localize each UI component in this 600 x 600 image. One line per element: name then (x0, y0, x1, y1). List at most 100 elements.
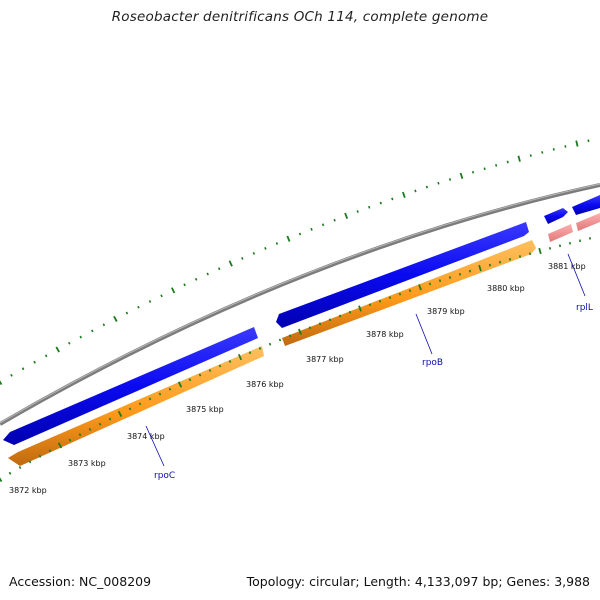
outer-tick (125, 311, 129, 315)
inner-tick (508, 257, 512, 261)
inner-tick (38, 454, 42, 458)
inner-tick (138, 402, 142, 406)
gene-rplL-reverse[interactable] (548, 224, 573, 242)
inner-tick (68, 438, 72, 442)
gene-rpoC-reverse[interactable] (8, 346, 264, 466)
outer-tick (194, 277, 198, 281)
outer-tick (67, 341, 71, 345)
outer-tick (137, 305, 140, 309)
inner-tick (368, 303, 372, 307)
inner-tick (258, 346, 262, 350)
gene-rpoB-reverse[interactable] (282, 240, 536, 346)
outer-tick (310, 227, 313, 231)
outer-tick (368, 205, 371, 209)
inner-tick (298, 328, 302, 335)
gene-label-rpoB[interactable]: rpoB (422, 358, 443, 368)
outer-tick (183, 283, 186, 287)
outer-tick (575, 140, 579, 147)
scale-label-3878: 3878 kbp (366, 330, 404, 339)
outer-tick (379, 201, 382, 205)
inner-tick (578, 239, 582, 243)
gene-label-rpoC[interactable]: rpoC (154, 471, 175, 481)
outer-tick (517, 155, 521, 162)
outer-tick (414, 189, 417, 193)
outer-tick (483, 167, 486, 171)
inner-tick (358, 305, 362, 312)
inner-tick (328, 318, 332, 322)
outer-tick (33, 360, 36, 364)
outer-tick-track (0, 139, 590, 386)
inner-tick (158, 392, 162, 396)
outer-tick (459, 172, 464, 179)
outer-tick (91, 329, 94, 333)
inner-tick (88, 428, 92, 431)
outer-tick (437, 181, 440, 185)
inner-tick (548, 246, 552, 250)
outer-tick (102, 323, 106, 327)
outer-tick (55, 346, 60, 353)
inner-tick (0, 477, 3, 483)
outer-tick (541, 151, 544, 154)
inner-tick (448, 276, 452, 279)
outer-tick (402, 191, 406, 198)
inner-tick (498, 260, 502, 264)
pointer-rpoB (415, 313, 433, 355)
outer-tick (495, 163, 498, 167)
outer-tick (448, 178, 452, 181)
outer-tick (241, 256, 244, 260)
inner-tick (28, 460, 32, 464)
map-title: Roseobacter denitrificans OCh 114, compl… (111, 9, 489, 25)
inner-tick (278, 338, 282, 342)
outer-tick (471, 170, 475, 174)
inner-tick (538, 247, 542, 255)
backbone-highlight (0, 183, 600, 424)
gene-reverse-partial[interactable] (576, 213, 600, 231)
pointer-rpoC (145, 425, 165, 467)
inner-tick (117, 410, 123, 418)
inner-tick (208, 369, 212, 372)
gene-forward-partial[interactable] (572, 195, 600, 215)
outer-tick (160, 294, 163, 298)
outer-tick (79, 335, 83, 339)
scale-label-3875: 3875 kbp (186, 405, 224, 414)
inner-tick (408, 289, 412, 293)
outer-tick (206, 272, 209, 276)
outer-tick (21, 367, 25, 371)
scale-label-3879: 3879 kbp (427, 307, 465, 316)
outer-tick (264, 246, 267, 250)
outer-tick (148, 300, 152, 303)
outer-tick (391, 197, 394, 201)
inner-tick (318, 322, 322, 326)
gene-rplL-forward[interactable] (544, 208, 568, 224)
inner-tick (388, 296, 392, 299)
inner-tick (398, 292, 402, 296)
inner-tick (98, 422, 102, 426)
inner-tick (308, 326, 312, 330)
outer-tick (44, 354, 48, 358)
scale-label-3881: 3881 kbp (548, 262, 586, 271)
outer-tick (275, 242, 279, 245)
gene-rpoB-forward[interactable] (276, 222, 529, 328)
inner-tick (248, 351, 252, 355)
inner-tick (458, 272, 462, 276)
outer-tick (298, 232, 302, 236)
outer-tick (170, 287, 176, 294)
outer-tick (286, 235, 291, 242)
inner-tick (338, 314, 342, 318)
inner-tick (268, 342, 272, 346)
inner-tick-track (0, 236, 592, 483)
accession-label: Accession: NC_008209 (9, 574, 152, 589)
outer-tick (506, 160, 509, 164)
scale-label-3872: 3872 kbp (9, 486, 47, 495)
gene-label-rplL[interactable]: rplL (576, 303, 593, 313)
inner-tick (198, 373, 202, 377)
scale-label-3876: 3876 kbp (246, 380, 284, 389)
inner-tick (568, 241, 572, 245)
inner-tick (8, 471, 12, 475)
gene-rpoC-forward[interactable] (3, 327, 258, 445)
outer-tick (113, 315, 118, 323)
outer-tick (321, 223, 325, 227)
outer-tick (587, 139, 590, 143)
inner-tick (57, 442, 63, 449)
